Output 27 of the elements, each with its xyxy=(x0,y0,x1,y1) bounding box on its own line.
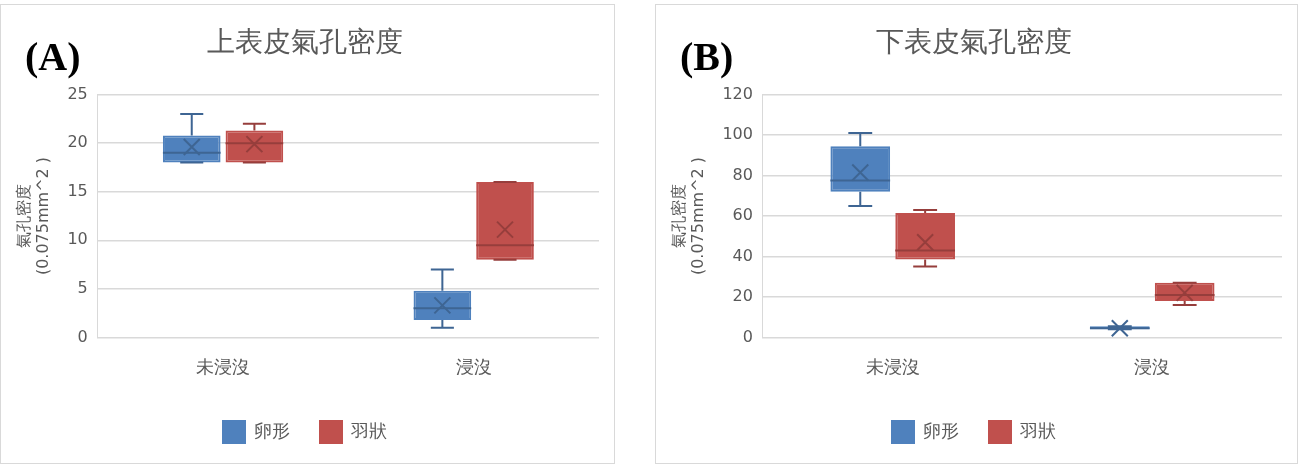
y-tick-label: 20 xyxy=(732,286,753,306)
y-tick-label: 10 xyxy=(67,229,88,249)
y-tick-label: 0 xyxy=(742,326,753,346)
y-tick-label: 120 xyxy=(722,83,753,103)
x-tick-label: 浸沒 xyxy=(1134,355,1171,377)
y-axis-title: 氣孔密度 (0.075mm^2 ) xyxy=(13,156,52,276)
legend-label: 羽狀 xyxy=(350,419,387,441)
y-tick-label: 100 xyxy=(722,124,753,144)
x-tick-label: 未浸沒 xyxy=(865,355,920,377)
y-tick-label: 40 xyxy=(732,245,753,265)
y-tick-label: 25 xyxy=(67,83,88,103)
x-tick-label: 未浸沒 xyxy=(196,355,251,377)
legend-label: 卵形 xyxy=(923,419,959,441)
y-tick-label: 20 xyxy=(67,132,88,152)
y-axis-title: 氣孔密度 (0.075mm^2 ) xyxy=(668,156,707,276)
y-tick-label: 60 xyxy=(732,205,753,225)
y-tick-label: 15 xyxy=(67,180,88,200)
x-tick-label: 浸沒 xyxy=(455,355,492,377)
y-tick-label: 0 xyxy=(77,326,88,346)
legend-label: 羽狀 xyxy=(1019,419,1056,441)
text: (B) xyxy=(680,33,734,80)
chart-title: 上表皮氣孔密度 xyxy=(207,25,403,59)
legend-label: 卵形 xyxy=(254,419,290,441)
y-tick-label: 80 xyxy=(732,164,753,184)
text: (A) xyxy=(25,33,81,80)
chart-title: 下表皮氣孔密度 xyxy=(876,25,1072,59)
y-tick-label: 5 xyxy=(77,278,88,297)
